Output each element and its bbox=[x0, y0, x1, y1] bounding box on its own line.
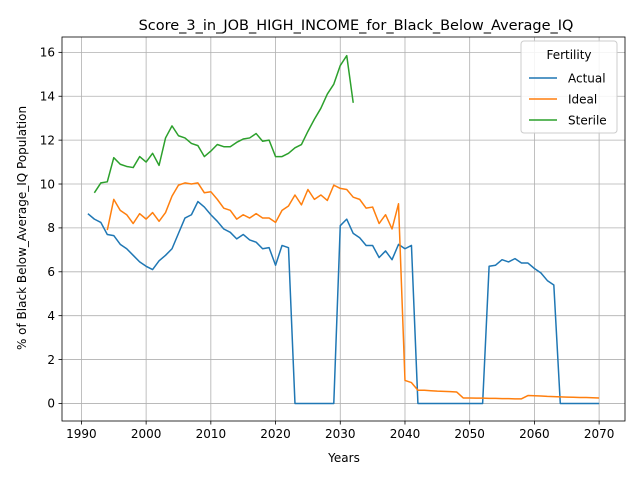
y-tick-label: 0 bbox=[47, 397, 55, 411]
y-tick-label: 8 bbox=[47, 221, 55, 235]
x-axis-label: Years bbox=[327, 451, 360, 465]
legend-label-actual: Actual bbox=[568, 71, 606, 85]
x-tick-label: 2050 bbox=[454, 427, 485, 441]
legend-label-ideal: Ideal bbox=[568, 92, 597, 106]
y-tick-label: 2 bbox=[47, 353, 55, 367]
y-tick-label: 6 bbox=[47, 265, 55, 279]
y-tick-label: 16 bbox=[40, 46, 55, 60]
y-tick-label: 14 bbox=[40, 90, 55, 104]
x-tick-label: 2020 bbox=[260, 427, 291, 441]
x-tick-label: 1990 bbox=[66, 427, 97, 441]
x-tick-label: 2000 bbox=[131, 427, 162, 441]
legend-label-sterile: Sterile bbox=[568, 113, 607, 127]
chart-title: Score_3_in_JOB_HIGH_INCOME_for_Black_Bel… bbox=[139, 18, 574, 34]
legend-title: Fertility bbox=[546, 48, 591, 62]
x-tick-label: 2060 bbox=[519, 427, 550, 441]
legend: Fertility Actual Ideal Sterile bbox=[521, 41, 617, 133]
x-tick-label: 2030 bbox=[325, 427, 356, 441]
y-tick-label: 10 bbox=[40, 177, 55, 191]
y-tick-label: 12 bbox=[40, 133, 55, 147]
y-tick-label: 4 bbox=[47, 309, 55, 323]
x-tick-label: 2070 bbox=[584, 427, 615, 441]
x-tick-label: 2010 bbox=[196, 427, 227, 441]
y-axis-label: % of Black Below_Average_IQ Population bbox=[15, 106, 29, 350]
x-tick-label: 2040 bbox=[390, 427, 421, 441]
